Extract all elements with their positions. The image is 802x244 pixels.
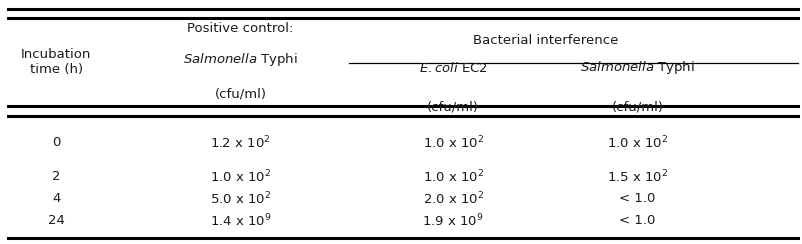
Text: Positive control:: Positive control: — [188, 21, 294, 35]
Text: 1.9 x 10$^{9}$: 1.9 x 10$^{9}$ — [423, 213, 484, 229]
Text: Incubation
time (h): Incubation time (h) — [21, 48, 91, 76]
Text: $\it{E. coli}$ EC2: $\it{E. coli}$ EC2 — [419, 61, 488, 75]
Text: 2: 2 — [52, 170, 60, 183]
Text: 5.0 x 10$^{2}$: 5.0 x 10$^{2}$ — [210, 191, 271, 207]
Text: < 1.0: < 1.0 — [619, 214, 656, 227]
Text: 1.4 x 10$^{9}$: 1.4 x 10$^{9}$ — [210, 213, 271, 229]
Text: $\it{Salmonella}$ Typhi: $\it{Salmonella}$ Typhi — [183, 51, 298, 68]
Text: 1.5 x 10$^{2}$: 1.5 x 10$^{2}$ — [607, 169, 668, 185]
Text: 24: 24 — [47, 214, 65, 227]
Text: (cfu/ml): (cfu/ml) — [612, 100, 663, 113]
Text: (cfu/ml): (cfu/ml) — [215, 87, 266, 101]
Text: 1.0 x 10$^{2}$: 1.0 x 10$^{2}$ — [210, 169, 271, 185]
Text: < 1.0: < 1.0 — [619, 192, 656, 205]
Text: $\it{Salmonella}$ Typhi: $\it{Salmonella}$ Typhi — [580, 59, 695, 76]
Text: Bacterial interference: Bacterial interference — [472, 34, 618, 47]
Text: 4: 4 — [52, 192, 60, 205]
Text: 1.0 x 10$^{2}$: 1.0 x 10$^{2}$ — [423, 134, 484, 151]
Text: 1.0 x 10$^{2}$: 1.0 x 10$^{2}$ — [607, 134, 668, 151]
Text: 1.2 x 10$^{2}$: 1.2 x 10$^{2}$ — [210, 134, 271, 151]
Text: 2.0 x 10$^{2}$: 2.0 x 10$^{2}$ — [423, 191, 484, 207]
Text: (cfu/ml): (cfu/ml) — [427, 100, 479, 113]
Text: 1.0 x 10$^{2}$: 1.0 x 10$^{2}$ — [423, 169, 484, 185]
Text: 0: 0 — [52, 136, 60, 149]
